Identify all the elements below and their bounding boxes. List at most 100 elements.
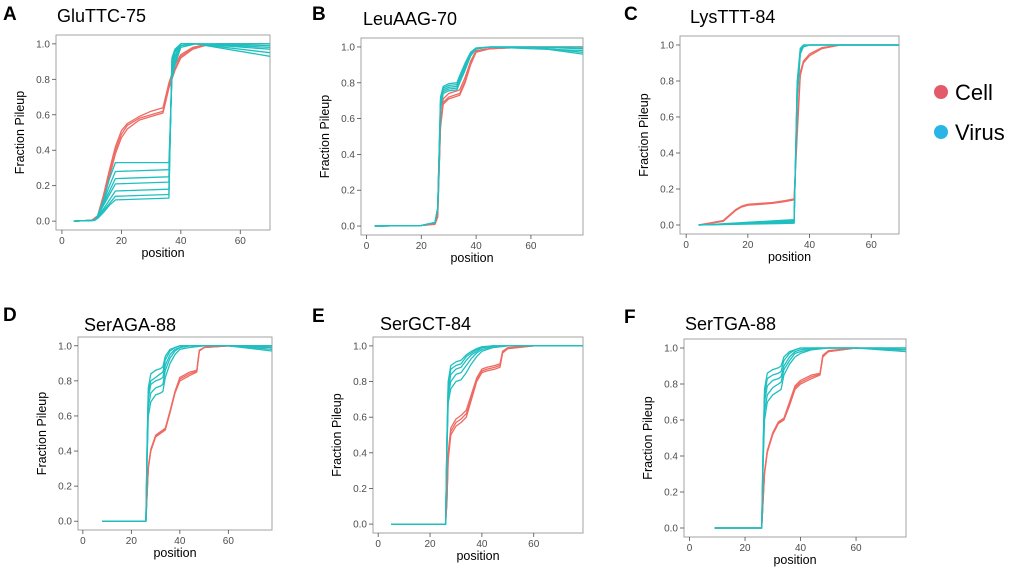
x-tick-label: 60 bbox=[525, 241, 537, 252]
y-tick-label: 0.4 bbox=[664, 452, 678, 463]
series-group bbox=[698, 44, 899, 226]
y-tick-label: 0.2 bbox=[36, 181, 50, 192]
panel-e: E SerGCT-84 0.0 0.2 0.4 0.6 0.8 1.0 0 20 40 60 posit… bbox=[312, 306, 584, 563]
x-tick-label: 20 bbox=[416, 241, 428, 252]
y-tick-label: 0.4 bbox=[341, 150, 355, 161]
y-tick-label: 0.0 bbox=[660, 221, 674, 232]
panel-letter: B bbox=[312, 4, 326, 25]
x-tick-label: 0 bbox=[364, 241, 370, 252]
plot-frame bbox=[679, 35, 900, 235]
y-tick-label: 0.2 bbox=[341, 186, 355, 197]
x-tick-label: 20 bbox=[424, 539, 436, 550]
y-tick-label: 0.4 bbox=[353, 448, 367, 459]
x-tick-label: 0 bbox=[683, 240, 689, 251]
panel-title: LeuAAG-70 bbox=[363, 9, 457, 29]
series-line-cell bbox=[714, 347, 906, 529]
plot-frame bbox=[372, 336, 584, 534]
y-tick-label: 0.4 bbox=[58, 447, 72, 458]
series-line-virus bbox=[374, 46, 583, 227]
series-line-virus bbox=[391, 345, 583, 525]
y-tick-label: 0.8 bbox=[660, 77, 674, 88]
x-tick-label: 40 bbox=[471, 241, 483, 252]
series-line-cell bbox=[102, 345, 272, 522]
x-tick-label: 0 bbox=[80, 536, 86, 547]
panel-title: LysTTT-84 bbox=[690, 7, 775, 27]
legend-cell-label: Cell bbox=[955, 80, 993, 105]
series-line-cell bbox=[374, 46, 583, 227]
y-tick-label: 0.8 bbox=[341, 78, 355, 89]
y-axis-title: Fraction Pileup bbox=[318, 95, 332, 178]
panel-letter: C bbox=[624, 4, 638, 25]
x-tick-label: 0 bbox=[375, 539, 381, 550]
series-line-virus bbox=[698, 44, 899, 226]
y-tick-label: 0.6 bbox=[660, 113, 674, 124]
y-tick-label: 1.0 bbox=[58, 341, 72, 352]
y-tick-label: 0.6 bbox=[58, 411, 72, 422]
series-group bbox=[391, 345, 583, 525]
panel-title: SerAGA-88 bbox=[84, 315, 176, 335]
x-axis-title: position bbox=[773, 553, 816, 567]
y-tick-label: 0.2 bbox=[660, 185, 674, 196]
y-tick-label: 0.0 bbox=[353, 520, 367, 531]
x-tick-label: 60 bbox=[528, 539, 540, 550]
y-axis-title: Fraction Pileup bbox=[13, 91, 27, 174]
y-tick-label: 0.0 bbox=[36, 217, 50, 228]
panel-letter: E bbox=[312, 306, 325, 327]
y-tick-label: 0.6 bbox=[664, 416, 678, 427]
y-tick-label: 1.0 bbox=[660, 41, 674, 52]
y-tick-label: 1.0 bbox=[664, 344, 678, 355]
x-tick-label: 60 bbox=[235, 236, 247, 247]
x-tick-label: 20 bbox=[116, 236, 128, 247]
y-tick-label: 0.0 bbox=[58, 517, 72, 528]
x-tick-label: 60 bbox=[866, 240, 878, 251]
y-tick-label: 0.0 bbox=[341, 222, 355, 233]
x-tick-label: 20 bbox=[126, 536, 138, 547]
y-tick-label: 0.8 bbox=[664, 380, 678, 391]
x-axis-title: position bbox=[153, 546, 196, 560]
panel-title: SerTGA-88 bbox=[685, 314, 776, 334]
y-tick-label: 1.0 bbox=[341, 42, 355, 53]
legend-virus-label: Virus bbox=[955, 120, 1005, 145]
x-tick-label: 40 bbox=[175, 236, 187, 247]
panel-letter: D bbox=[3, 305, 17, 326]
y-axis-title: Fraction Pileup bbox=[330, 393, 344, 476]
x-tick-label: 40 bbox=[174, 536, 186, 547]
legend-virus-marker bbox=[934, 125, 948, 139]
y-tick-label: 1.0 bbox=[353, 341, 367, 352]
series-line-virus bbox=[102, 345, 272, 522]
plot-frame bbox=[360, 37, 584, 236]
panel-title: GluTTC-75 bbox=[57, 6, 146, 26]
panel-title: SerGCT-84 bbox=[380, 314, 471, 334]
series-line-cell bbox=[698, 44, 899, 226]
x-tick-label: 0 bbox=[687, 543, 693, 554]
y-axis-title: Fraction Pileup bbox=[637, 93, 651, 176]
series-line-cell bbox=[698, 44, 899, 226]
x-tick-label: 40 bbox=[804, 240, 816, 251]
series-group bbox=[714, 347, 906, 529]
panel-a: A GluTTC-75 0.0 0.2 0.4 0.6 0.8 1.0 0 20 40 60 posit… bbox=[3, 4, 271, 260]
series-group bbox=[102, 345, 272, 522]
x-axis-title: position bbox=[456, 549, 499, 563]
y-axis-title: Fraction Pileup bbox=[35, 392, 49, 475]
x-tick-label: 0 bbox=[59, 236, 65, 247]
panel-letter: A bbox=[3, 4, 17, 25]
series-line-cell bbox=[73, 43, 270, 222]
legend-cell-marker bbox=[934, 85, 948, 99]
plot-frame bbox=[77, 336, 273, 531]
y-tick-label: 0.4 bbox=[36, 146, 50, 157]
y-tick-label: 0.8 bbox=[36, 75, 50, 86]
legend: Cell Virus bbox=[934, 80, 1005, 145]
panel-b: B LeuAAG-70 0.0 0.2 0.4 0.6 0.8 1.0 0 20 40 60 posit… bbox=[312, 4, 584, 265]
y-axis-title: Fraction Pileup bbox=[641, 396, 655, 479]
y-tick-label: 1.0 bbox=[36, 39, 50, 50]
series-group bbox=[73, 43, 270, 222]
panel-c: C LysTTT-84 0.0 0.2 0.4 0.6 0.8 1.0 0 20 40 60 posit… bbox=[624, 4, 900, 264]
y-tick-label: 0.6 bbox=[36, 110, 50, 121]
y-tick-label: 0.4 bbox=[660, 149, 674, 160]
y-tick-label: 0.6 bbox=[341, 114, 355, 125]
y-tick-label: 0.0 bbox=[664, 524, 678, 535]
series-line-cell bbox=[391, 345, 583, 525]
x-tick-label: 60 bbox=[850, 543, 862, 554]
y-tick-label: 0.8 bbox=[58, 376, 72, 387]
